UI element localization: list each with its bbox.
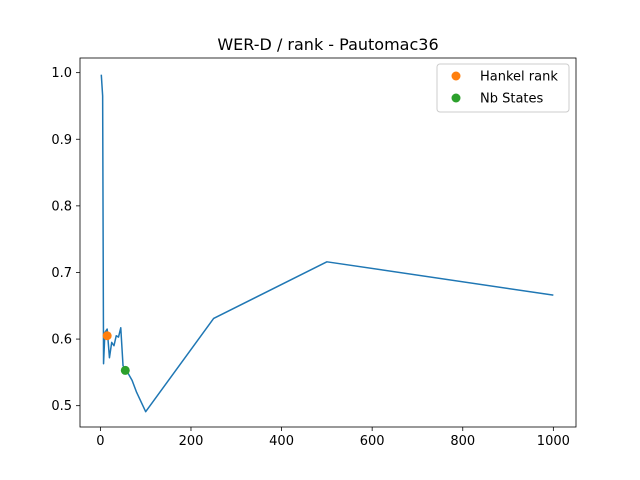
x-tick-label: 1000 [537,434,570,449]
chart-title: WER-D / rank - Pautomac36 [217,35,438,54]
plot-frame [79,57,577,428]
marker-nb-states [120,365,130,375]
y-tick-label: 0.5 [51,399,72,414]
legend-box [436,63,570,113]
x-tick-label: 200 [179,434,204,449]
y-tick-label: 0.8 [51,199,72,214]
y-tick-label: 1.0 [51,66,72,81]
y-tick-label: 0.6 [51,333,72,348]
legend-label: Nb States [480,92,544,107]
legend-marker [451,71,461,81]
x-tick-label: 600 [360,434,385,449]
x-tick-label: 400 [269,434,294,449]
x-tick-label: 800 [450,434,475,449]
marker-hankel-rank [102,331,112,341]
x-tick-label: 0 [96,434,104,449]
legend: Hankel rank Nb States [436,63,570,113]
y-tick-label: 0.7 [51,266,72,281]
series-line-0 [100,74,554,413]
y-tick-label: 0.9 [51,133,72,148]
legend-marker [451,93,461,103]
legend-label: Hankel rank [480,70,558,85]
